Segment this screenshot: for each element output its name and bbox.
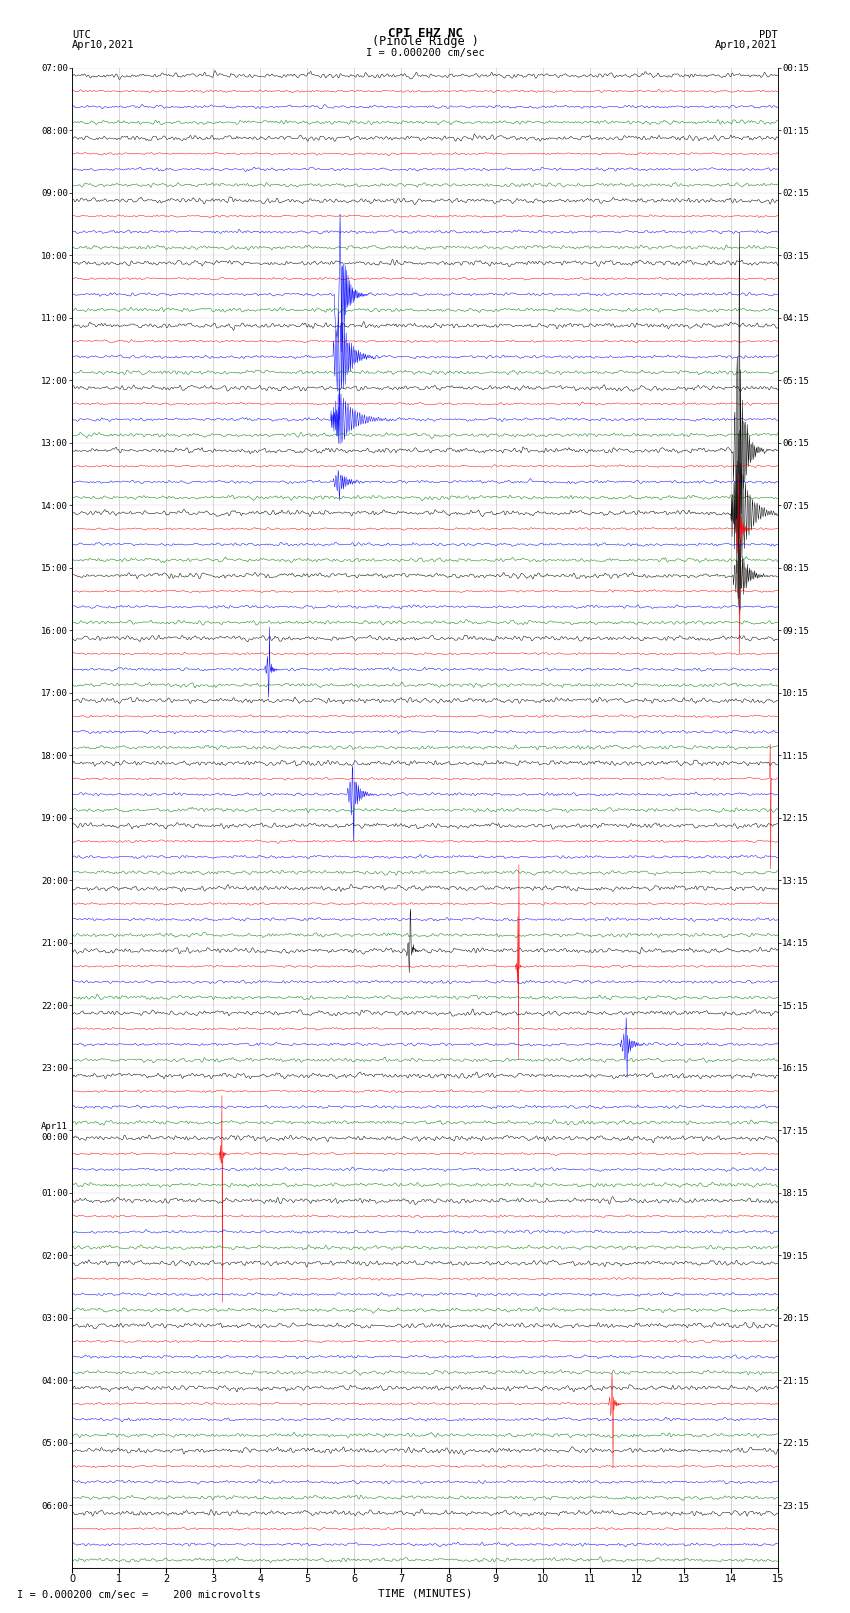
Text: I = 0.000200 cm/sec =    200 microvolts: I = 0.000200 cm/sec = 200 microvolts	[17, 1590, 261, 1600]
Text: I = 0.000200 cm/sec: I = 0.000200 cm/sec	[366, 48, 484, 58]
Text: PDT: PDT	[759, 31, 778, 40]
Text: Apr10,2021: Apr10,2021	[715, 40, 778, 50]
Text: UTC: UTC	[72, 31, 91, 40]
Text: (Pinole Ridge ): (Pinole Ridge )	[371, 35, 479, 48]
Text: Apr10,2021: Apr10,2021	[72, 40, 135, 50]
Text: CPI EHZ NC: CPI EHZ NC	[388, 27, 462, 40]
X-axis label: TIME (MINUTES): TIME (MINUTES)	[377, 1589, 473, 1598]
